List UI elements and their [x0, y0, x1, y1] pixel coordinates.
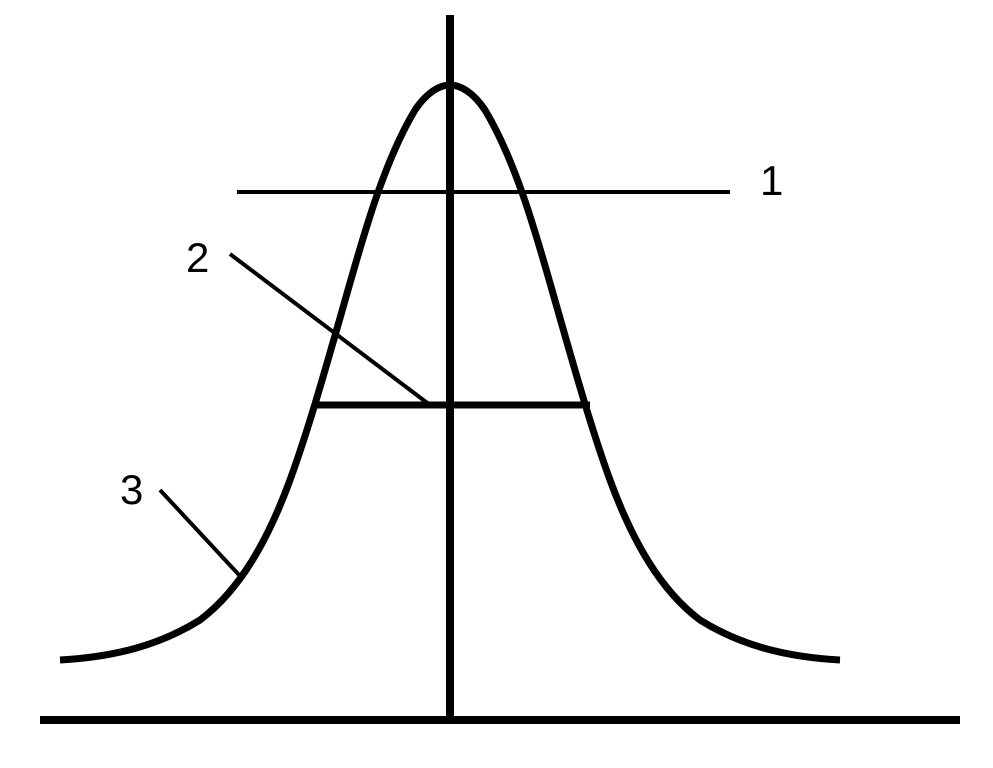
label-1: 1 — [760, 157, 783, 205]
bell-curve-diagram: 1 2 3 — [0, 0, 993, 768]
leader-line-3 — [160, 490, 240, 576]
leader-line-2 — [230, 254, 430, 405]
label-3: 3 — [120, 466, 143, 514]
diagram-svg — [0, 0, 993, 768]
label-2: 2 — [186, 234, 209, 282]
